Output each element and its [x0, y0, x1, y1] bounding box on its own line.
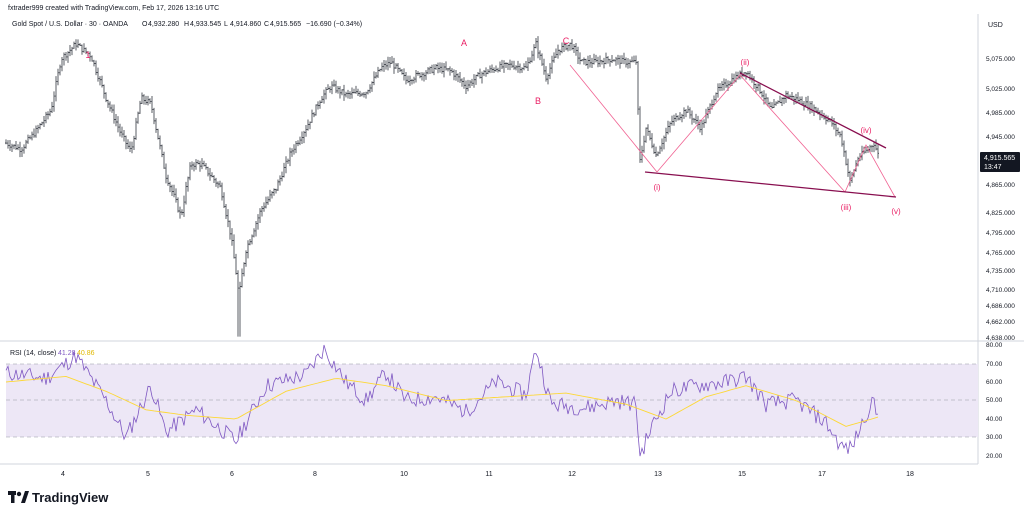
- rsi-tick: 60.00: [986, 379, 1003, 386]
- price-tick: 4,945.000: [986, 134, 1015, 141]
- rsi-background-band: [6, 364, 978, 437]
- tradingview-wordmark: TradingView: [32, 490, 109, 505]
- wave-label-1: 1: [85, 50, 90, 60]
- wave-labels: 1 A B C (i) (ii) (iii) (iv) (v): [85, 36, 901, 216]
- high-label: H: [184, 21, 189, 28]
- close-value: 4,915.565: [270, 21, 301, 28]
- rsi-series: [5, 344, 879, 457]
- high-value: 4,933.545: [190, 21, 221, 28]
- time-tick: 10: [400, 471, 408, 478]
- tradingview-logo[interactable]: TradingView: [8, 490, 109, 505]
- price-tick: 4,865.000: [986, 182, 1015, 189]
- time-tick: 4: [61, 471, 65, 478]
- time-axis[interactable]: 4 5 6 8 10 11 12 13 15 17 18: [61, 471, 914, 478]
- time-tick: 12: [568, 471, 576, 478]
- wave-label-c: C: [563, 36, 570, 46]
- rsi-tick: 80.00: [986, 342, 1003, 349]
- caption: fxtrader999 created with TradingView.com…: [8, 5, 219, 12]
- trendline-lower: [644, 171, 897, 198]
- ohlc-readout: O 4,932.280 H 4,933.545 L 4,914.860 C 4,…: [142, 21, 362, 28]
- rsi-tick: 20.00: [986, 453, 1003, 460]
- low-value: 4,914.860: [230, 21, 261, 28]
- price-tick: 4,825.000: [986, 210, 1015, 217]
- price-tick: 4,686.000: [986, 303, 1015, 310]
- price-tick: 4,710.000: [986, 287, 1015, 294]
- rsi-tick: 50.00: [986, 397, 1003, 404]
- time-tick: 18: [906, 471, 914, 478]
- rsi-label: RSI (14, close): [10, 350, 56, 357]
- close-label: C: [264, 21, 269, 28]
- rsi-legend[interactable]: RSI (14, close) 41.28 40.86: [10, 350, 95, 357]
- wave-label-v: (v): [891, 207, 901, 216]
- trendline-upper: [739, 72, 887, 149]
- rsi-axis[interactable]: 80.00 70.00 60.00 50.00 40.00 30.00 20.00: [986, 342, 1003, 460]
- wave-label-a: A: [461, 38, 467, 48]
- time-tick: 17: [818, 471, 826, 478]
- price-tick: 4,765.000: [986, 250, 1015, 257]
- open-label: O: [142, 21, 148, 28]
- candlestick-series: [5, 36, 879, 337]
- symbol-title[interactable]: Gold Spot / U.S. Dollar · 30 · OANDA: [12, 21, 128, 28]
- time-tick: 11: [485, 471, 492, 478]
- time-tick: 5: [146, 471, 150, 478]
- time-tick: 13: [654, 471, 662, 478]
- rsi-line: [5, 344, 879, 457]
- time-tick: 6: [230, 471, 234, 478]
- rsi-tick: 70.00: [986, 361, 1003, 368]
- wave-label-ii: (ii): [741, 58, 750, 67]
- wave-c-leg: [569, 64, 658, 173]
- price-tick: 4,638.000: [986, 335, 1015, 342]
- last-price-tag: 4,915.565 13:47: [980, 152, 1020, 172]
- price-axis[interactable]: 5,075.000 5,025.000 4,985.000 4,945.000 4,86…: [986, 56, 1015, 342]
- rsi-ma-line: [5, 375, 879, 427]
- price-tick: 4,662.000: [986, 319, 1015, 326]
- wave-label-iii: (iii): [841, 203, 852, 212]
- open-value: 4,932.280: [148, 21, 179, 28]
- tradingview-logo-icon: [8, 491, 29, 503]
- price-tick: 5,025.000: [986, 86, 1015, 93]
- price-tick: 4,985.000: [986, 110, 1015, 117]
- currency-label: USD: [988, 22, 1003, 29]
- countdown: 13:47: [984, 164, 1002, 171]
- wave-label-iv: (iv): [860, 126, 871, 135]
- last-price-value: 4,915.565: [984, 155, 1015, 162]
- time-tick: 15: [738, 471, 746, 478]
- rsi-tick: 30.00: [986, 434, 1003, 441]
- rsi-value: 41.28: [58, 350, 76, 357]
- time-tick: 8: [313, 471, 317, 478]
- rsi-tick: 40.00: [986, 416, 1003, 423]
- wave-impulse-path: [656, 74, 896, 198]
- wave-label-b: B: [535, 96, 541, 106]
- low-label: L: [224, 21, 228, 28]
- elliott-wave-lines[interactable]: [569, 64, 897, 198]
- price-tick: 4,795.000: [986, 230, 1015, 237]
- price-tick: 4,735.000: [986, 268, 1015, 275]
- wave-label-i: (i): [653, 183, 660, 192]
- change-value: −16.690 (−0.34%): [306, 21, 362, 28]
- price-tick: 5,075.000: [986, 56, 1015, 63]
- rsi-ma-value: 40.86: [77, 350, 95, 357]
